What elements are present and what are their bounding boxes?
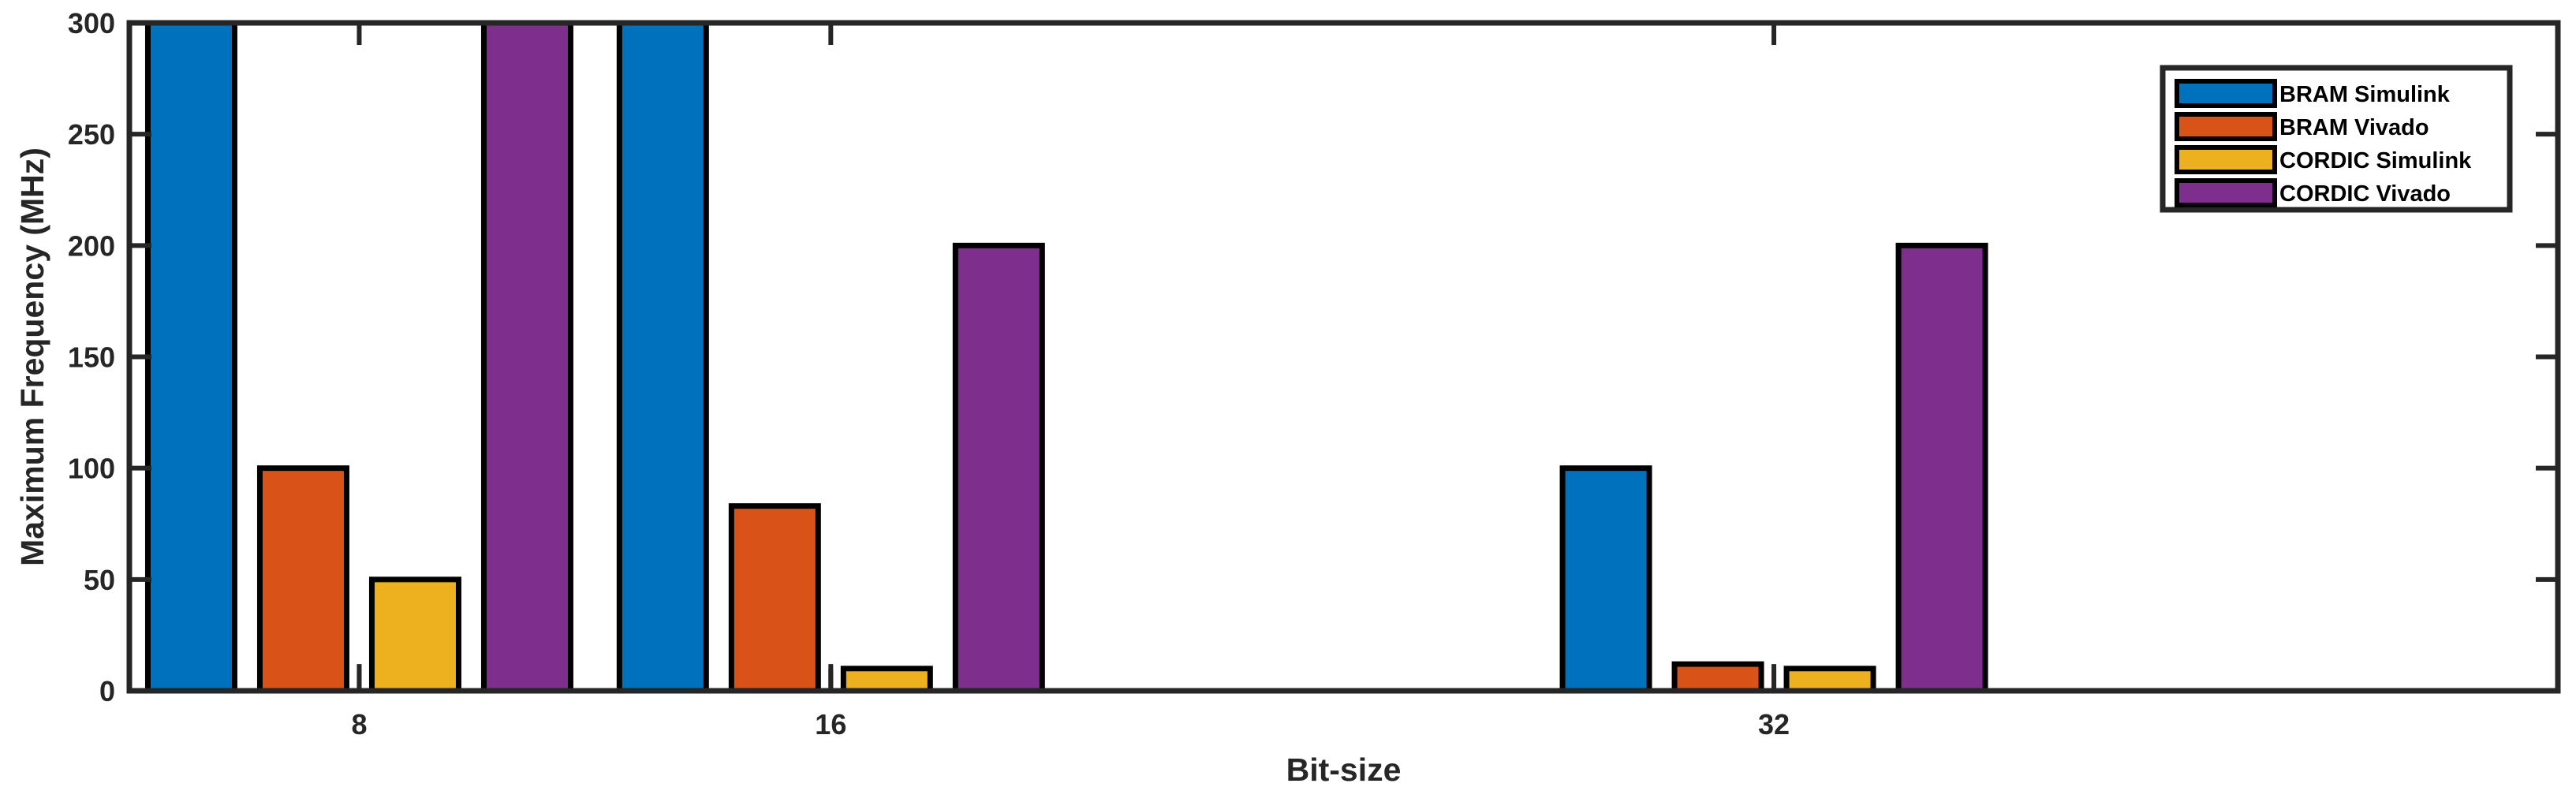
y-axis-title: Maximum Frequency (MHz) <box>14 147 50 566</box>
legend-label-cordic-simulink: CORDIC Simulink <box>2279 148 2472 173</box>
x-tick-label-32: 32 <box>1758 708 1790 740</box>
bar-bram-simulink-32 <box>1559 465 1652 694</box>
bar-bram-vivado-32 <box>1671 661 1764 694</box>
x-tick-label-16: 16 <box>815 708 846 740</box>
legend-swatch-bram-vivado <box>2175 112 2277 141</box>
y-tick-label-50: 50 <box>84 564 115 596</box>
legend-label-bram-simulink: BRAM Simulink <box>2279 82 2451 107</box>
bar-cordic-simulink-16 <box>840 666 933 694</box>
y-tick-label-150: 150 <box>68 341 115 374</box>
bar-cordic-vivado-8 <box>480 20 573 694</box>
legend-swatch-cordic-simulink <box>2175 145 2277 174</box>
bar-cordic-simulink-8 <box>368 576 461 694</box>
y-tick-label-250: 250 <box>68 118 115 151</box>
bar-cordic-vivado-32 <box>1895 242 1988 694</box>
bar-bram-vivado-8 <box>256 465 349 694</box>
y-tick-label-300: 300 <box>68 7 115 39</box>
y-tick-label-200: 200 <box>68 229 115 262</box>
bar-bram-simulink-16 <box>616 20 709 694</box>
legend-label-cordic-vivado: CORDIC Vivado <box>2279 181 2451 207</box>
legend-swatch-cordic-vivado <box>2175 178 2277 207</box>
y-tick-label-100: 100 <box>68 453 115 485</box>
legend-label-bram-vivado: BRAM Vivado <box>2279 115 2429 140</box>
x-axis-title: Bit-size <box>1286 752 1402 788</box>
legend-swatch-bram-simulink <box>2175 79 2277 108</box>
bar-bram-simulink-8 <box>144 20 237 694</box>
bar-bram-vivado-16 <box>728 503 821 694</box>
bar-cordic-simulink-32 <box>1783 666 1876 694</box>
y-tick-label-0: 0 <box>99 675 115 707</box>
bar-cordic-vivado-16 <box>952 242 1045 694</box>
x-tick-label-8: 8 <box>351 708 367 740</box>
